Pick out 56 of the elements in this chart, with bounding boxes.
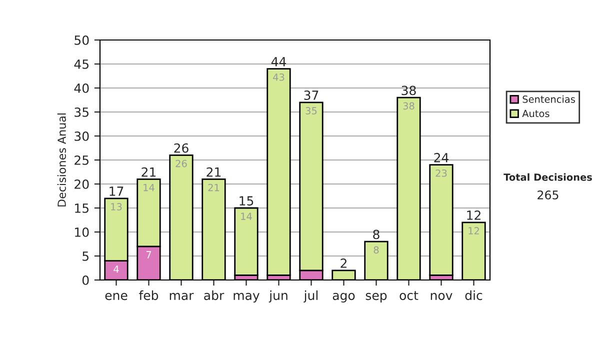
x-tick-label: nov (430, 292, 452, 300)
data-label: 7 (146, 251, 152, 258)
x-tick-label: feb (139, 290, 158, 300)
y-tick-label: 5 (82, 252, 88, 261)
total-label: 21 (142, 167, 156, 177)
x-tick-label: may (234, 292, 260, 303)
y-axis-title: Decisiones Anual (57, 114, 66, 206)
data-label: 26 (176, 160, 187, 168)
bar (266, 68, 291, 276)
data-label: 23 (436, 169, 447, 177)
data-label: 4 (114, 266, 119, 273)
y-tick-label: 0 (82, 275, 89, 285)
total-label: 8 (373, 230, 380, 240)
y-tick-label: 10 (75, 227, 89, 237)
data-label: 35 (306, 107, 317, 114)
y-tick-label: 50 (74, 35, 89, 45)
x-tick-label: sep (366, 292, 387, 303)
total-label: 26 (174, 143, 188, 153)
y-tick-label: 15 (75, 204, 88, 213)
y-tick-label: 45 (74, 60, 88, 69)
total-label: 44 (271, 57, 286, 66)
x-tick-label: oct (400, 291, 418, 300)
total-label: 21 (206, 167, 221, 177)
data-label: 14 (144, 184, 154, 192)
x-tick-label: jun (268, 290, 288, 303)
bar (429, 164, 454, 276)
x-tick-label: ene (105, 292, 128, 300)
bar (234, 207, 258, 276)
y-tick-label: 20 (74, 179, 89, 189)
y-tick-label: 40 (74, 83, 89, 93)
data-label: 21 (208, 184, 220, 192)
legend-label: Autos (522, 110, 550, 118)
x-tick-label: jul (304, 290, 318, 303)
total-label: 38 (402, 86, 416, 96)
text: 265 (538, 190, 558, 200)
data-label: 13 (111, 203, 122, 210)
y-tick-label: 25 (74, 155, 88, 165)
text: Total Decisiones (504, 173, 592, 181)
data-label: 12 (468, 227, 479, 234)
data-label: 14 (241, 212, 252, 220)
total-label: 15 (240, 196, 254, 206)
total-label: 2 (340, 258, 346, 268)
x-tick-label: ago (332, 292, 355, 303)
y-tick-label: 30 (74, 131, 89, 141)
data-label: 43 (273, 73, 284, 81)
data-label: 8 (374, 246, 379, 254)
y-tick-label: 35 (74, 107, 88, 117)
legend-label: Sentencias (522, 95, 575, 103)
x-tick-label: abr (204, 290, 224, 300)
total-label: 17 (110, 186, 124, 196)
total-label: 12 (467, 210, 480, 220)
x-tick-label: dic (465, 290, 482, 300)
data-label: 38 (403, 102, 414, 110)
total-label: 37 (304, 90, 318, 100)
total-label: 24 (434, 152, 448, 162)
x-tick-label: mar (170, 292, 194, 300)
